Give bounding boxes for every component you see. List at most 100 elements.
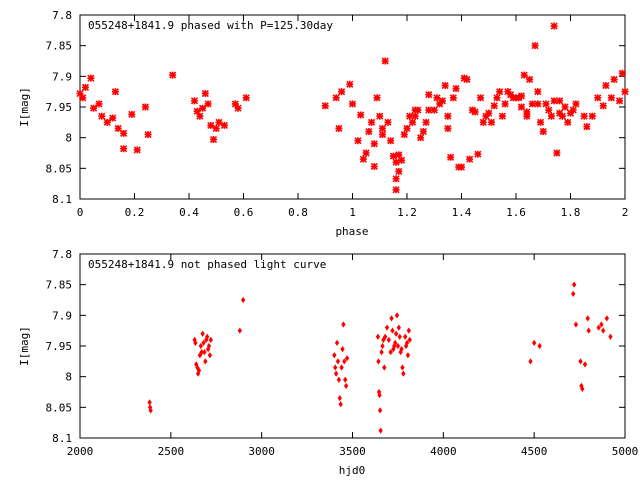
data-point xyxy=(602,81,610,90)
data-point xyxy=(114,124,122,133)
data-point xyxy=(457,163,466,171)
data-point xyxy=(384,118,392,126)
data-point xyxy=(532,339,537,347)
data-point xyxy=(196,112,204,120)
data-point xyxy=(190,97,199,105)
data-point xyxy=(441,81,449,90)
x-axis-label: phase xyxy=(335,225,368,238)
data-point xyxy=(354,137,362,145)
data-point xyxy=(466,155,474,163)
data-point xyxy=(204,100,212,108)
data-point xyxy=(417,134,425,142)
data-point xyxy=(362,149,370,157)
data-point xyxy=(393,339,398,347)
data-point xyxy=(607,94,615,102)
y-tick-label: 7.85 xyxy=(46,40,73,53)
y-tick-label: 7.95 xyxy=(46,340,73,353)
data-point xyxy=(87,74,95,82)
data-point xyxy=(411,112,419,120)
data-point xyxy=(406,327,411,334)
data-point xyxy=(390,327,395,334)
data-point xyxy=(383,333,388,340)
data-point xyxy=(201,339,206,347)
data-point xyxy=(564,118,572,126)
data-point xyxy=(425,106,433,114)
x-tick-label: 0.4 xyxy=(179,206,199,219)
data-point xyxy=(207,352,213,359)
y-tick-label: 7.9 xyxy=(52,70,72,83)
data-point xyxy=(144,131,152,139)
data-point xyxy=(370,140,378,148)
data-point xyxy=(376,358,381,365)
y-tick-labels: 7.8 7.85 7.9 7.95 8 8.05 8.1 xyxy=(46,9,73,206)
data-point xyxy=(447,153,455,161)
data-point xyxy=(572,100,580,108)
data-point xyxy=(406,112,414,120)
data-point xyxy=(384,324,390,331)
x-tick-label: 4500 xyxy=(521,445,548,458)
data-point xyxy=(111,88,119,96)
data-point xyxy=(395,342,401,350)
data-point xyxy=(343,376,348,383)
y-tick-labels: 7.8 7.85 7.9 7.95 8 8.05 8.1 xyxy=(46,248,73,445)
data-point xyxy=(501,100,509,108)
data-point xyxy=(556,97,564,105)
data-point xyxy=(206,342,212,350)
data-point xyxy=(365,127,373,136)
x-tick-label: 0 xyxy=(77,206,84,219)
data-point xyxy=(377,391,382,399)
x-tick-label: 0.2 xyxy=(125,206,145,219)
data-point xyxy=(583,123,591,131)
data-point xyxy=(528,100,536,108)
data-point xyxy=(397,156,406,164)
data-point xyxy=(90,104,98,112)
x-tick-label: 1.2 xyxy=(397,206,417,219)
data-point xyxy=(388,349,393,356)
plot-frame xyxy=(79,253,626,439)
data-point xyxy=(498,112,506,120)
data-point xyxy=(534,100,542,108)
x-tick-label: 1.8 xyxy=(561,206,581,219)
data-points xyxy=(76,22,629,194)
data-point xyxy=(207,121,215,129)
data-point xyxy=(573,321,579,328)
data-point xyxy=(400,131,408,139)
data-point xyxy=(586,327,591,334)
data-point xyxy=(344,355,350,362)
data-point xyxy=(392,175,400,183)
data-point xyxy=(537,342,542,350)
data-point xyxy=(332,352,337,359)
data-point xyxy=(193,339,198,347)
data-point xyxy=(392,186,400,194)
y-tick-label: 8 xyxy=(65,132,72,145)
data-point xyxy=(599,102,607,110)
data-point xyxy=(449,94,457,102)
data-point xyxy=(335,124,343,133)
data-point xyxy=(610,75,618,83)
data-point xyxy=(342,358,347,365)
data-point xyxy=(401,370,406,377)
x-tick-label: 5000 xyxy=(612,445,639,458)
x-tick-label: 1 xyxy=(349,206,356,219)
y-tick-label: 7.8 xyxy=(52,248,72,261)
data-point xyxy=(444,124,452,133)
data-point xyxy=(474,150,482,158)
data-point xyxy=(338,88,346,96)
y-tick-label: 7.9 xyxy=(52,309,72,322)
data-point xyxy=(95,100,103,108)
data-point xyxy=(242,94,250,102)
data-point xyxy=(438,97,446,105)
data-point xyxy=(578,358,583,365)
data-point xyxy=(523,112,531,120)
data-point xyxy=(405,352,411,359)
x-axis-label: hjd0 xyxy=(339,464,366,477)
data-point xyxy=(395,167,403,175)
data-point xyxy=(531,42,539,50)
data-point xyxy=(394,312,400,319)
data-point xyxy=(234,104,242,112)
data-point xyxy=(404,339,410,347)
data-point xyxy=(373,94,381,102)
data-point xyxy=(340,345,345,353)
data-point xyxy=(400,364,405,371)
x-tick-labels: 0 0.2 0.4 0.6 0.8 1 1.2 1.4 1.6 1.8 2 xyxy=(77,206,629,219)
